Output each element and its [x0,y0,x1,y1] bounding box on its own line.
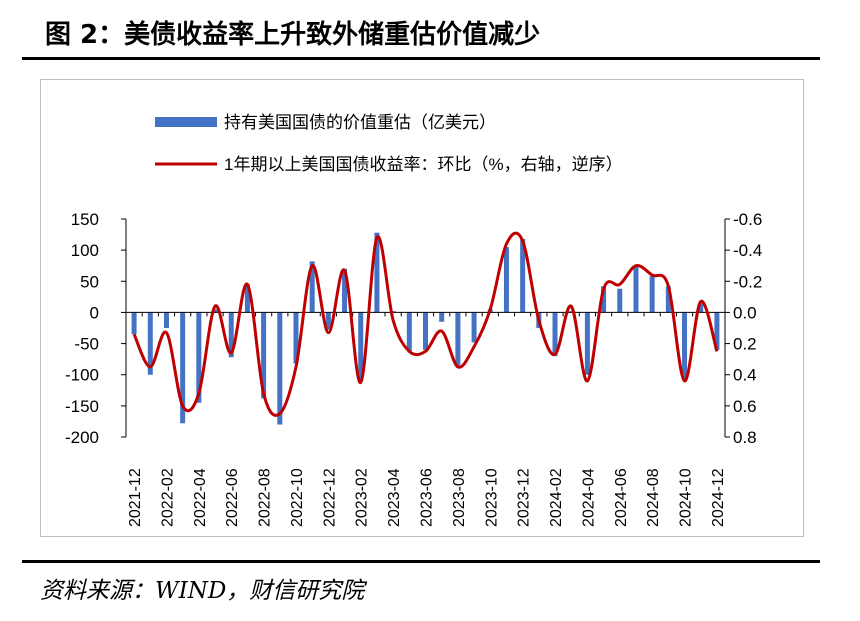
right-tick-label: 0.0 [733,303,757,322]
x-tick-label: 2024-02 [548,468,565,527]
bar [682,312,688,380]
bar [374,232,380,313]
bar [406,312,412,352]
right-tick-label: 0.4 [733,366,757,385]
bar [261,312,267,399]
bar [293,312,299,364]
left-tick-label: 150 [71,210,99,229]
bar [714,312,720,350]
right-tick-label: 0.6 [733,397,757,416]
bar [649,276,655,313]
x-tick-label: 2023-12 [516,468,533,527]
x-tick-label: 2023-04 [386,468,403,527]
x-tick-label: 2021-12 [127,468,144,527]
x-tick-label: 2024-06 [613,468,630,527]
right-tick-label: 0.8 [733,428,757,447]
left-tick-label: -150 [65,397,99,416]
bar [665,286,671,313]
bar [601,286,607,313]
bar [309,261,315,313]
bar [342,268,348,313]
right-tick-label: -0.2 [733,272,762,291]
legend-bar-label: 持有美国国债的价值重估（亿美元） [224,113,496,132]
legend: 持有美国国债的价值重估（亿美元） 1年期以上美国国债收益率：环比（%，右轴，逆序） [155,113,623,174]
bar [163,312,169,328]
x-tick-label: 2024-08 [645,468,662,527]
yield-line [132,231,719,417]
left-tick-label: 100 [71,241,99,260]
right-tick-label: -0.6 [733,210,762,229]
left-tick-label: 50 [80,272,99,291]
source-rule [22,560,820,563]
bar [212,309,218,313]
bar [520,238,526,313]
left-tick-label: -50 [74,335,99,354]
x-tick-label: 2022-04 [192,468,209,527]
x-tick-label: 2022-12 [321,468,338,527]
x-tick-label: 2024-12 [710,468,727,527]
source-note: 资料来源：WIND，财信研究院 [40,578,365,604]
bar [228,312,234,358]
bar [244,284,250,313]
x-tick-label: 2022-10 [289,468,306,527]
x-tick-label: 2024-04 [580,468,597,527]
bar [633,265,639,313]
left-tick-label: 0 [90,303,99,322]
x-tick-label: 2024-10 [678,468,695,527]
x-tick-label: 2022-06 [224,468,241,527]
bar [698,303,704,313]
title-rule [22,57,820,60]
bar [423,312,428,350]
x-tick-label: 2022-02 [159,468,176,527]
chart-frame: 持有美国国债的价值重估（亿美元） 1年期以上美国国债收益率：环比（%，右轴，逆序）… [40,79,804,537]
bar [390,311,396,313]
bar [180,312,186,424]
bar [277,312,283,425]
left-tick-label: -200 [65,428,99,447]
x-tick-label: 2023-08 [451,468,468,527]
bar-series [131,232,720,425]
right-tick-label: 0.2 [733,335,757,354]
bar [147,312,153,375]
legend-line-label: 1年期以上美国国债收益率：环比（%，右轴，逆序） [224,155,623,174]
left-tick-label: -100 [65,366,99,385]
bar [568,311,574,313]
bar [131,312,137,335]
legend-bar-swatch [155,117,217,127]
bar [455,312,461,366]
bar [439,312,445,322]
x-tick-label: 2023-06 [419,468,436,527]
bar [503,247,509,313]
bar [358,312,364,381]
bar [196,312,202,403]
bar [552,312,558,357]
right-tick-label: -0.4 [733,241,762,260]
line-series [132,231,719,417]
bar [617,288,623,313]
x-tick-label: 2022-08 [257,468,274,527]
tick-labels: 150 100 50 0 -50 -100 -150 -200 -0.6 -0.4 -0.2 0.0 0… [65,210,762,527]
bar [584,312,590,375]
x-tick-label: 2023-10 [483,468,500,527]
figure-title: 图 2：美债收益率上升致外储重估价值减少 [45,20,541,50]
chart-svg: 持有美国国债的价值重估（亿美元） 1年期以上美国国债收益率：环比（%，右轴，逆序）… [65,113,762,527]
bar [325,312,331,330]
bar [471,312,477,343]
x-tick-label: 2023-02 [354,468,371,527]
